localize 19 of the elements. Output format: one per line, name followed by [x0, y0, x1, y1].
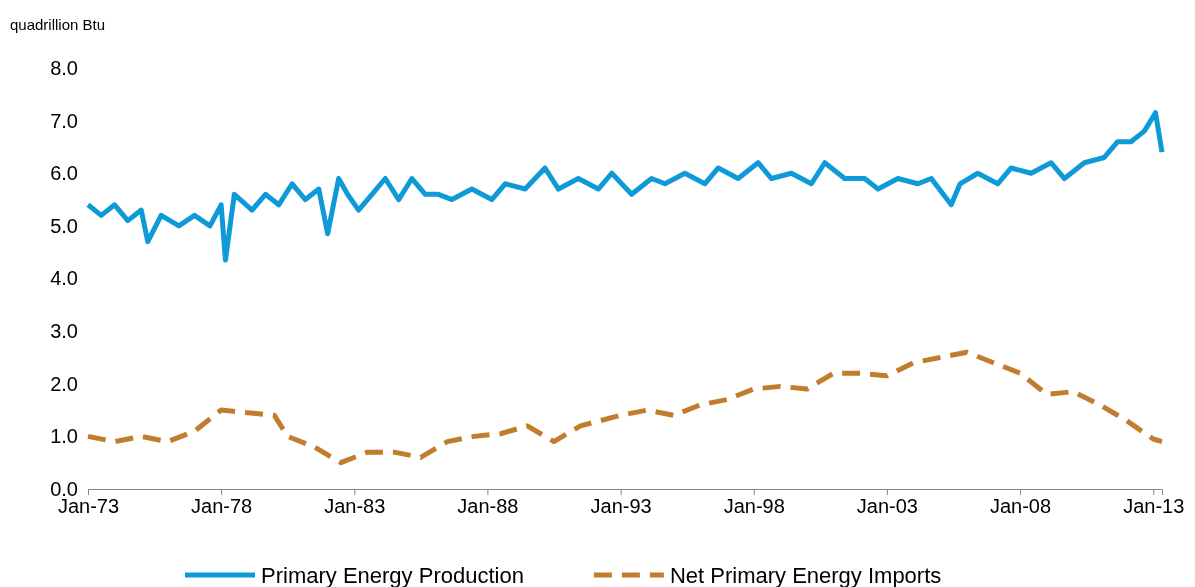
legend-label: Primary Energy Production — [261, 563, 524, 587]
x-tick-label: Jan-98 — [723, 495, 785, 518]
x-tick-label: Jan-93 — [590, 495, 652, 518]
x-tick-label: Jan-78 — [191, 495, 253, 518]
y-tick-label: 2.0 — [50, 372, 78, 395]
y-tick-label: 4.0 — [50, 267, 78, 290]
x-tick-label: Jan-03 — [856, 495, 918, 518]
x-tick-label: Jan-83 — [324, 495, 386, 518]
y-tick-label: 5.0 — [50, 214, 78, 237]
x-tick-label: Jan-88 — [457, 495, 519, 518]
y-axis-title: quadrillion Btu — [10, 16, 106, 33]
legend-label: Net Primary Energy Imports — [669, 563, 942, 587]
y-tick-label: 8.0 — [50, 56, 78, 79]
y-tick-label: 6.0 — [50, 162, 78, 185]
y-tick-label: 7.0 — [50, 109, 78, 132]
y-tick-label: 1.0 — [50, 425, 78, 448]
y-tick-label: 3.0 — [50, 320, 78, 343]
x-tick-label: Jan-13 — [1123, 495, 1185, 518]
x-tick-label: Jan-08 — [989, 495, 1052, 518]
